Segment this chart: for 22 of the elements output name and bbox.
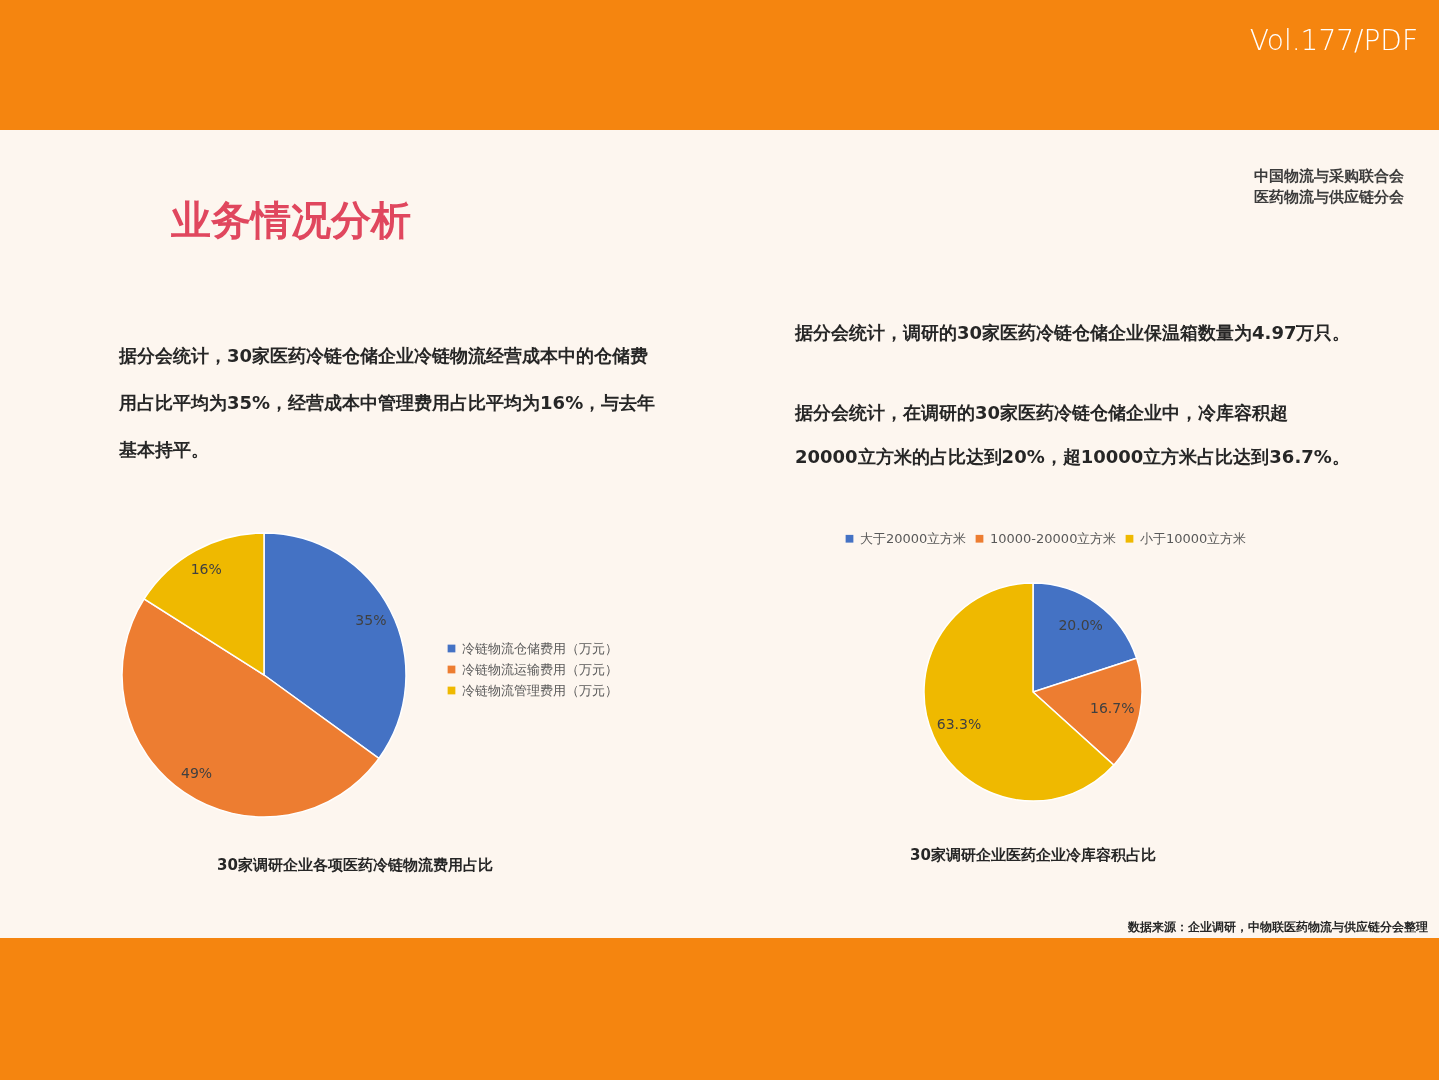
text: 30家调研企业医药企业冷库容积占比 — [910, 846, 1156, 864]
legend-label: 10000-20000立方米 — [990, 530, 1117, 546]
legend-label: 冷链物流管理费用（万元） — [462, 682, 618, 698]
text: Vol.177/PDF — [1249, 24, 1418, 57]
data-label: 49% — [180, 765, 213, 782]
text: 医药物流与供应链分会 — [1254, 188, 1405, 206]
text: 30家调研企业各项医药冷链物流费用占比 — [217, 856, 493, 874]
text: 中国物流与采购联合会 — [1254, 167, 1405, 185]
legend-label: 冷链物流运输费用（万元） — [462, 661, 618, 677]
data-label: 20.0% — [1058, 617, 1103, 634]
text: 业务情况分析 — [170, 197, 411, 243]
legend-label: 小于10000立方米 — [1140, 530, 1247, 546]
data-label: 63.3% — [936, 715, 982, 732]
text: 据分会统计，调研的30家医药冷链仓储企业保温箱数量为4.97万只。 — [794, 322, 1351, 343]
source-note: 数据来源：企业调研，中物联医药物流与供应链分会整理 — [1127, 920, 1428, 934]
legend-label: 大于20000立方米 — [860, 530, 967, 546]
data-label: 16.7% — [1089, 699, 1135, 716]
legend-label: 冷链物流仓储费用（万元） — [462, 640, 618, 656]
text: 据分会统计，30家医药冷链仓储企业冷链物流经营成本中的仓储费用占比平均为35%，经营成本中管理费用占比平均为16%，与去年基本持平。 — [119, 345, 656, 460]
text: 据分会统计，在调研的30家医药冷链仓储企业中，冷库容积超20000立方米的占比达到20%，超10000立方米占比达到36.7%。 — [795, 402, 1350, 467]
data-label: 16% — [190, 560, 222, 577]
data-label: 35% — [355, 611, 387, 628]
